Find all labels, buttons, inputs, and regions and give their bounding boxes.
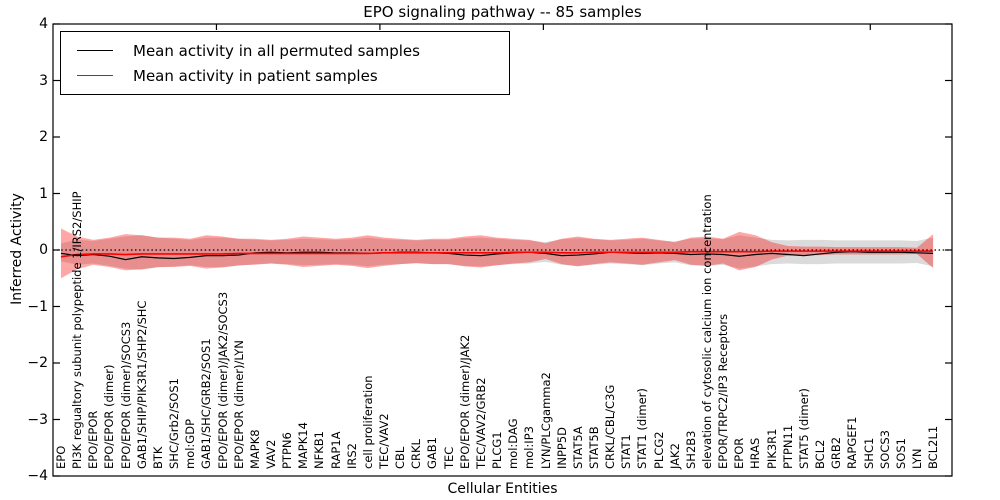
x-tick-label: VAV2 — [263, 439, 278, 469]
x-tick-label: MAPK14 — [296, 422, 311, 469]
x-tick-label: TEC/VAV2/GRB2 — [473, 377, 488, 469]
x-tick-label: EPOR/TRPC2/IP3 Receptors — [716, 313, 731, 469]
y-tick-label: 2 — [39, 129, 48, 145]
x-tick-label: SOS1 — [893, 438, 908, 469]
x-tick-label: SOCS3 — [877, 430, 892, 469]
x-tick-label: BTK — [150, 446, 165, 469]
legend-label: Mean activity in patient samples — [133, 66, 378, 85]
x-tick-label: PI3K regualtory subunit polypeptide 1/IR… — [70, 191, 85, 469]
x-tick-label: mol:IP3 — [522, 426, 537, 469]
patient-mean-line — [60, 250, 934, 258]
x-tick-label: PLCG1 — [490, 431, 505, 469]
x-tick-label: SHC/Grb2/SOS1 — [167, 378, 182, 469]
x-tick-label: EPO/EPOR (dimer) — [102, 364, 117, 470]
x-tick-label: EPO/EPOR (dimer)/JAK2/SOCS3 — [215, 291, 230, 469]
x-tick-label: MAPK8 — [247, 429, 262, 469]
x-tick-label: TEC/VAV2 — [377, 413, 391, 469]
y-tick-label: 3 — [39, 72, 48, 89]
x-tick-label: mol:GDP — [183, 418, 198, 469]
x-tick-label: cell proliferation — [360, 375, 375, 469]
x-tick-label: mol:DAG — [506, 418, 521, 469]
legend-entry-patient: Mean activity in patient samples — [77, 67, 509, 85]
y-tick-label: −3 — [27, 411, 48, 428]
x-tick-label: EPOR — [732, 437, 747, 469]
x-tick-label: NFKB1 — [312, 431, 327, 469]
x-axis-label: Cellular Entities — [447, 481, 558, 497]
y-tick-label: 4 — [39, 16, 48, 32]
x-tick-label: CBL — [393, 446, 408, 469]
x-tick-label: GRB2 — [829, 436, 844, 469]
x-tick-label: JAK2 — [667, 443, 682, 469]
patient-line-swatch — [77, 75, 113, 76]
chart-title: EPO signaling pathway -- 85 samples — [363, 3, 642, 21]
x-tick-label: EPO/EPOR (dimer)/LYN — [231, 340, 246, 469]
x-tick-label: BCL2L1 — [926, 425, 941, 469]
x-tick-label: elevation of cytosolic calcium ion conce… — [700, 194, 714, 469]
x-tick-label: GAB1/SHIP/PIK3R1/SHP2/SHC — [134, 300, 149, 469]
x-tick-label: STAT5 (dimer) — [796, 388, 811, 469]
permuted-line-swatch — [77, 50, 113, 51]
x-tick-label: CRKL/CBL/C3G — [603, 384, 618, 469]
x-tick-label: EPO/EPOR — [86, 410, 101, 469]
x-tick-label: PIK3R1 — [764, 428, 779, 470]
legend-entry-permuted: Mean activity in all permuted samples — [77, 42, 509, 60]
x-tick-label: TEC — [441, 446, 456, 469]
x-tick-label: EPO — [54, 445, 68, 469]
x-tick-label: STAT5A — [570, 426, 585, 469]
y-tick-label: 0 — [39, 242, 48, 258]
x-tick-label: CRKL — [409, 439, 424, 469]
x-tick-label: GAB1/SHC/GRB2/SOS1 — [199, 338, 214, 469]
x-tick-label: EPO/EPOR (dimer)/SOCS3 — [118, 321, 133, 469]
x-tick-label: EPO/EPOR (dimer)/JAK2 — [457, 334, 472, 469]
x-tick-label: STAT1 — [619, 434, 634, 469]
x-tick-label: LYN — [909, 448, 924, 469]
x-tick-label: PTPN11 — [780, 424, 795, 469]
y-tick-label: 1 — [39, 185, 48, 202]
x-tick-label: IRS2 — [344, 443, 359, 469]
legend-label: Mean activity in all permuted samples — [133, 41, 420, 60]
x-tick-label: SH2B3 — [683, 430, 698, 469]
x-tick-label: SHC1 — [861, 437, 876, 469]
permuted-mean-line — [60, 251, 934, 261]
x-tick-label: BCL2 — [813, 439, 828, 469]
x-tick-label: RAPGEF1 — [845, 416, 860, 469]
y-tick-label: −4 — [27, 468, 48, 484]
x-tick-label: RAP1A — [328, 431, 343, 469]
y-tick-label: −2 — [27, 355, 48, 371]
x-tick-label: STAT1 (dimer) — [635, 388, 650, 469]
x-tick-label: PLCG2 — [651, 431, 666, 469]
x-tick-label: HRAS — [748, 437, 763, 469]
x-tick-label: INPP5D — [554, 426, 569, 469]
legend-box: Mean activity in all permuted samples Me… — [60, 31, 510, 95]
x-tick-label: PTPN6 — [280, 432, 295, 469]
x-tick-label: GAB1 — [425, 437, 440, 469]
x-tick-label: STAT5B — [586, 426, 601, 469]
y-tick-label: −1 — [27, 298, 48, 315]
x-tick-label: LYN/PLCgamma2 — [538, 372, 553, 469]
